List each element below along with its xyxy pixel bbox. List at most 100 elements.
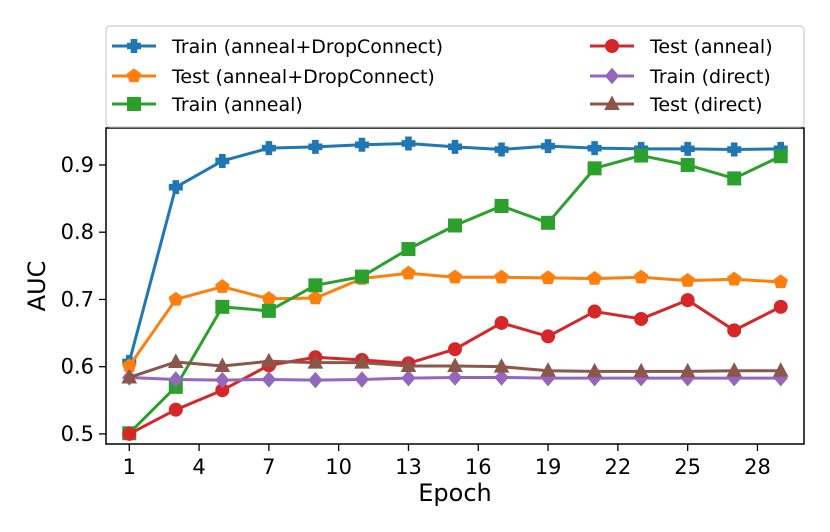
data-point (448, 218, 462, 233)
data-point (680, 157, 695, 172)
legend-label: Test (anneal+DropConnect) (171, 66, 435, 88)
legend: Train (anneal+DropConnect) Test (anneal+D… (105, 25, 805, 128)
data-point (541, 139, 556, 154)
data-point (541, 329, 556, 344)
data-point (401, 136, 416, 151)
data-point (680, 293, 695, 308)
data-point (587, 161, 602, 176)
x-axis: 1 4 7 10 13 16 19 22 25 28 (123, 444, 771, 479)
legend-entry: Test (anneal+DropConnect) (112, 66, 435, 88)
legend-marker (126, 68, 142, 83)
data-point (308, 278, 323, 293)
data-point (541, 215, 556, 230)
data-point (168, 402, 183, 417)
data-point (493, 358, 510, 373)
data-point (494, 315, 509, 330)
x-tick-label: 7 (262, 455, 275, 479)
x-tick-label: 4 (192, 455, 205, 479)
legend-marker (127, 97, 141, 111)
data-point (633, 269, 649, 284)
data-point (122, 426, 137, 441)
data-point (307, 354, 324, 369)
data-point (308, 139, 323, 154)
data-point (261, 352, 277, 368)
data-point (401, 265, 416, 280)
legend-label: Train (anneal) (171, 94, 303, 116)
x-tick-label: 28 (744, 455, 771, 479)
data-point (447, 269, 463, 284)
data-point (168, 291, 184, 306)
series-line (127, 141, 781, 363)
data-point (448, 342, 462, 357)
data-point (400, 357, 417, 373)
series-2 (122, 148, 788, 441)
data-point (215, 371, 230, 389)
y-tick-label: 0.6 (61, 355, 94, 379)
y-axis-label: AUC (23, 261, 51, 312)
y-tick-label: 0.8 (61, 220, 94, 244)
x-tick-label: 25 (674, 455, 701, 479)
data-point (261, 303, 276, 318)
x-tick-label: 19 (535, 455, 562, 479)
legend-label: Train (anneal+DropConnect) (171, 36, 443, 58)
data-point (308, 371, 323, 389)
data-point (447, 357, 463, 373)
data-point (168, 180, 183, 195)
y-tick-label: 0.5 (61, 422, 94, 446)
legend-label: Train (direct) (649, 66, 771, 88)
legend-entry: Train (anneal) (112, 94, 303, 116)
data-point (773, 299, 788, 314)
data-point (261, 371, 277, 388)
data-point (634, 311, 649, 326)
data-point (121, 368, 138, 384)
data-point (680, 273, 695, 287)
legend-entry: Train (direct) (590, 66, 771, 88)
x-tick-label: 16 (465, 455, 492, 479)
legend-entry: Test (anneal) (590, 36, 773, 58)
data-point (634, 148, 649, 163)
y-axis: 0.5 0.6 0.7 0.8 0.9 (61, 153, 106, 446)
data-point (354, 371, 370, 388)
legend-marker (604, 95, 620, 110)
data-point (727, 171, 742, 186)
data-point (727, 142, 742, 157)
data-point (215, 153, 230, 168)
data-point (354, 137, 369, 152)
data-point (354, 354, 370, 369)
data-point (772, 362, 789, 377)
data-point (214, 357, 231, 373)
series-layer (121, 136, 789, 441)
legend-marker (605, 39, 619, 53)
data-point (773, 274, 788, 289)
x-tick-label: 22 (604, 455, 631, 479)
data-point (680, 141, 695, 156)
data-point (308, 290, 323, 305)
legend-marker (604, 67, 620, 85)
data-point (354, 269, 369, 284)
y-tick-label: 0.9 (61, 153, 94, 177)
x-tick-label: 1 (123, 455, 136, 479)
data-point (773, 149, 788, 164)
data-point (168, 371, 183, 388)
x-tick-label: 13 (395, 455, 422, 479)
data-point (540, 270, 556, 285)
data-point (586, 362, 603, 378)
data-point (494, 198, 509, 213)
series-5 (121, 352, 789, 384)
x-axis-label: Epoch (418, 479, 492, 507)
series-3 (122, 293, 788, 441)
plot-frame (105, 127, 805, 445)
legend-entry: Test (direct) (590, 94, 763, 116)
legend-marker (127, 39, 141, 53)
data-point (587, 141, 602, 156)
data-point (726, 271, 742, 286)
data-point (540, 362, 556, 377)
data-point (494, 142, 509, 157)
data-point (587, 270, 602, 285)
data-point (167, 353, 184, 368)
data-point (727, 323, 742, 338)
data-point (679, 362, 696, 378)
legend-entry: Train (anneal+DropConnect) (112, 36, 443, 58)
data-point (494, 269, 509, 284)
